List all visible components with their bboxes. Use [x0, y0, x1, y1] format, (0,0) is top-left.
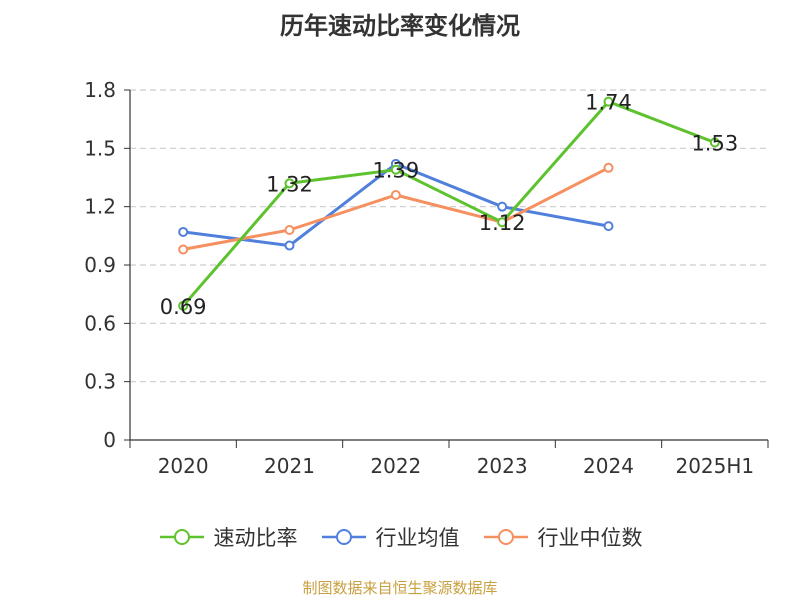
x-tick-label: 2023	[477, 454, 528, 478]
x-tick-label: 2025H1	[675, 454, 754, 478]
data-label: 1.53	[691, 132, 738, 156]
legend-swatch-series-2	[321, 529, 366, 545]
legend-swatch-series-1	[159, 529, 204, 545]
data-point-series-2	[497, 201, 508, 212]
x-tick-label: 2021	[264, 454, 315, 478]
data-point-series-2	[284, 240, 295, 251]
data-label: 1.74	[585, 91, 632, 115]
y-tick-label: 1.2	[84, 195, 116, 219]
y-tick-label: 1.5	[84, 136, 116, 160]
legend-swatch-series-3	[483, 529, 528, 545]
source-note: 制图数据来自恒生聚源数据库	[302, 579, 498, 597]
axis-layer: 0 0.3 0.6 0.9 1.2 1.5 1.8 2020 2021 2022 2023 2024 2…	[84, 78, 769, 478]
legend: 速动比率 行业均值 行业中位数	[0, 519, 800, 555]
data-point-series-3	[284, 225, 295, 235]
data-label-layer: 0.69 1.32 1.39 1.12 1.74 1.53	[160, 91, 738, 319]
data-point-series-2	[603, 221, 614, 232]
legend-item-series-1[interactable]: 速动比率	[158, 522, 298, 552]
data-point-series-3	[390, 190, 401, 200]
y-tick-label: 0	[103, 428, 116, 452]
grid-layer	[130, 89, 768, 383]
chart-title: 历年速动比率变化情况	[280, 12, 520, 40]
data-point-series-1	[390, 164, 401, 175]
legend-item-series-2[interactable]: 行业均值	[320, 522, 460, 552]
x-tick-label: 2022	[370, 454, 421, 478]
data-point-series-2	[178, 226, 189, 237]
legend-label-series-1: 速动比率	[213, 526, 298, 550]
data-point-series-1	[603, 96, 614, 107]
y-tick-label: 0.9	[84, 253, 116, 277]
data-point-series-1	[284, 178, 295, 189]
data-label: 1.39	[372, 159, 419, 183]
legend-label-series-3: 行业中位数	[537, 526, 643, 550]
x-tick-label: 2020	[158, 454, 209, 478]
y-tick-label: 0.6	[84, 311, 116, 335]
y-tick-label: 0.3	[84, 370, 116, 394]
data-point-series-3	[178, 244, 189, 255]
legend-item-series-3[interactable]: 行业中位数	[482, 522, 643, 552]
series-layer	[178, 96, 720, 311]
data-point-series-1	[709, 137, 720, 148]
x-tick-label: 2024	[583, 454, 634, 478]
y-tick-label: 1.8	[84, 78, 116, 102]
data-point-series-1	[497, 217, 508, 228]
data-label: 0.69	[160, 295, 207, 319]
data-label: 1.32	[266, 172, 313, 196]
legend-label-series-2: 行业均值	[375, 526, 460, 550]
series-line-1	[182, 100, 716, 307]
data-label: 1.12	[479, 211, 526, 235]
data-point-series-3	[603, 162, 614, 173]
data-point-series-1	[178, 300, 189, 311]
